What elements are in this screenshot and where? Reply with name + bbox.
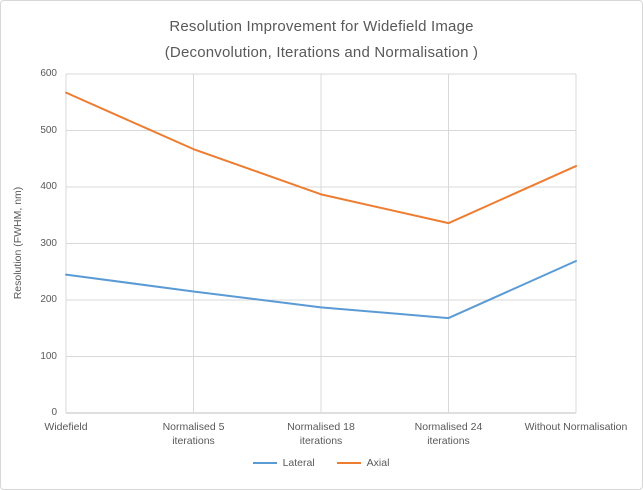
legend-swatch-axial bbox=[336, 462, 361, 464]
y-axis-title: Resolution (FWHM, nm) bbox=[12, 186, 24, 300]
legend-swatch-lateral bbox=[252, 462, 277, 464]
x-category-label: Without Normalisation bbox=[524, 421, 628, 433]
y-tick-label: 300 bbox=[40, 237, 57, 249]
series-line-axial bbox=[65, 91, 577, 225]
series-line-lateral bbox=[65, 260, 577, 320]
legend-item-lateral: Lateral bbox=[252, 457, 315, 469]
x-category-label: Normalised 5 iterations bbox=[162, 421, 225, 447]
chart-title-line1: Resolution Improvement for Widefield Ima… bbox=[169, 18, 474, 35]
y-tick-label: 600 bbox=[40, 68, 57, 79]
y-tick-label: 500 bbox=[40, 124, 57, 136]
x-category-label: Widefield bbox=[44, 421, 88, 433]
y-tick-label: 0 bbox=[51, 407, 57, 418]
legend-label: Axial bbox=[366, 457, 390, 469]
chart-title-line2: (Deconvolution, Iterations and Normalisa… bbox=[164, 44, 479, 61]
legend-item-axial: Axial bbox=[336, 457, 390, 469]
legend: Lateral Axial bbox=[66, 457, 576, 469]
y-tick-label: 100 bbox=[40, 350, 57, 362]
chart-title: Resolution Improvement for Widefield Ima… bbox=[1, 14, 642, 66]
y-tick-label: 400 bbox=[40, 181, 57, 192]
legend-label: Lateral bbox=[282, 457, 315, 469]
x-category-label: Normalised 18 iterations bbox=[287, 421, 355, 447]
x-category-label: Normalised 24 iterations bbox=[414, 421, 483, 447]
y-tick-label: 200 bbox=[40, 294, 57, 305]
